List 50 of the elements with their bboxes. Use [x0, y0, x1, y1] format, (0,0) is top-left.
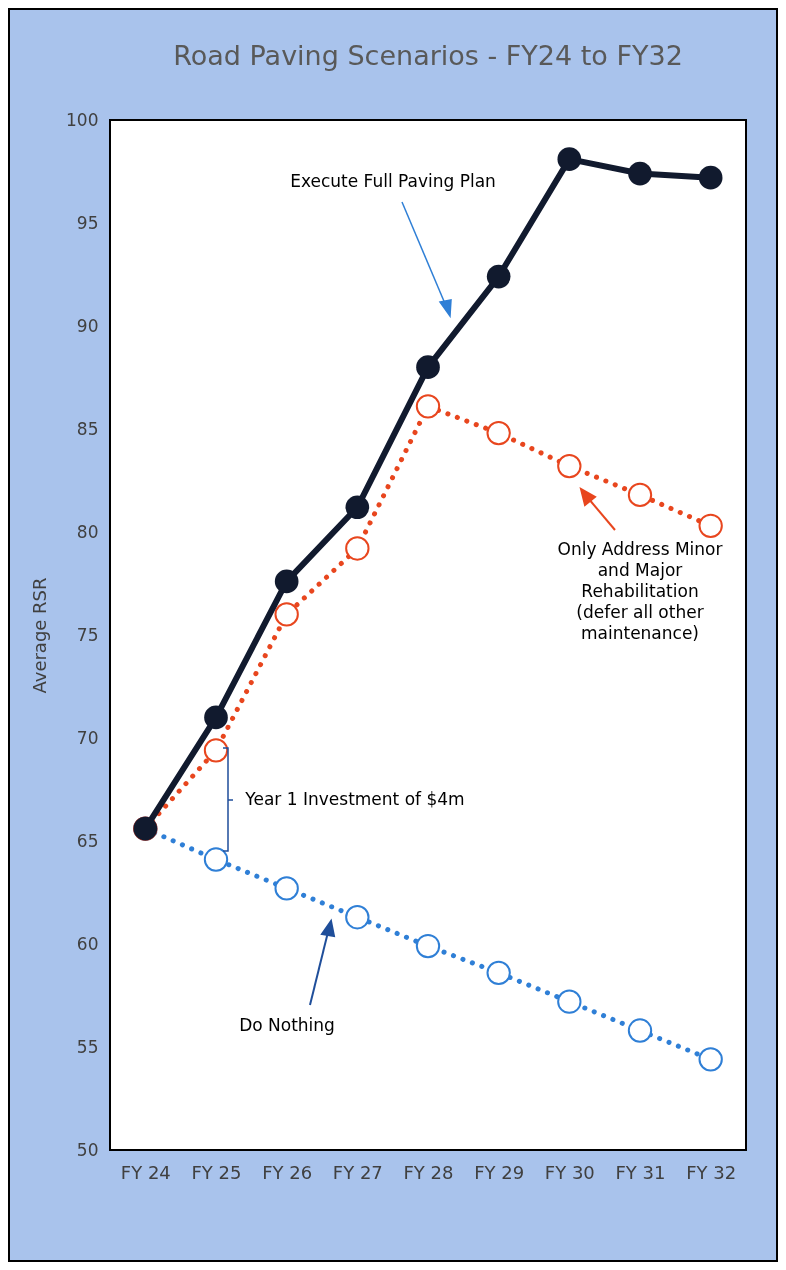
annotation: Do Nothing	[239, 1015, 335, 1035]
point	[628, 161, 652, 186]
annotation: Year 1 Investment of $4m	[244, 789, 465, 809]
y-tick-label: 80	[76, 521, 99, 542]
y-tick-label: 95	[76, 212, 99, 233]
point	[486, 420, 511, 446]
y-tick-label: 50	[76, 1139, 99, 1160]
point	[345, 905, 370, 930]
point	[698, 1047, 723, 1072]
chart-title: Road Paving Scenarios - FY24 to FY32	[173, 40, 683, 71]
y-tick-label: 100	[66, 109, 99, 130]
point	[274, 602, 299, 627]
point	[203, 847, 229, 872]
point	[486, 960, 511, 985]
y-axis-title: Average RSR	[29, 577, 51, 694]
point	[415, 933, 441, 959]
point	[415, 394, 441, 419]
y-tick-label: 55	[76, 1036, 99, 1057]
point	[698, 513, 723, 538]
y-tick-label: 85	[76, 418, 99, 439]
x-tick-label: FY 32	[686, 1161, 737, 1183]
point	[416, 355, 440, 380]
point	[345, 495, 370, 520]
point	[627, 482, 653, 508]
y-tick-label: 90	[76, 315, 99, 336]
point	[627, 1018, 653, 1043]
y-tick-label: 70	[76, 727, 99, 748]
x-tick-label: FY 29	[474, 1161, 525, 1183]
y-tick-label: 60	[76, 933, 99, 954]
x-tick-label: FY 25	[191, 1161, 242, 1183]
point	[557, 147, 582, 171]
point	[486, 264, 511, 289]
x-tick-label: FY 24	[120, 1161, 171, 1183]
point	[557, 989, 582, 1014]
y-tick-label: 65	[76, 830, 99, 851]
x-tick-label: FY 27	[332, 1161, 383, 1183]
point	[203, 738, 229, 763]
point	[274, 569, 299, 594]
point	[345, 536, 370, 561]
x-tick-label: FY 26	[262, 1161, 313, 1183]
annotation: Execute Full Paving Plan	[290, 171, 496, 191]
x-tick-label: FY 30	[544, 1161, 595, 1183]
point	[274, 876, 299, 901]
y-tick-label: 75	[76, 624, 99, 645]
point	[204, 705, 228, 730]
point	[698, 165, 723, 190]
x-tick-label: FY 28	[403, 1161, 454, 1183]
annotation: Only Address Minor and Major Rehabilitation (defer all other maintenance)	[557, 539, 723, 643]
point	[557, 453, 582, 479]
x-tick-label: FY 31	[615, 1161, 666, 1183]
